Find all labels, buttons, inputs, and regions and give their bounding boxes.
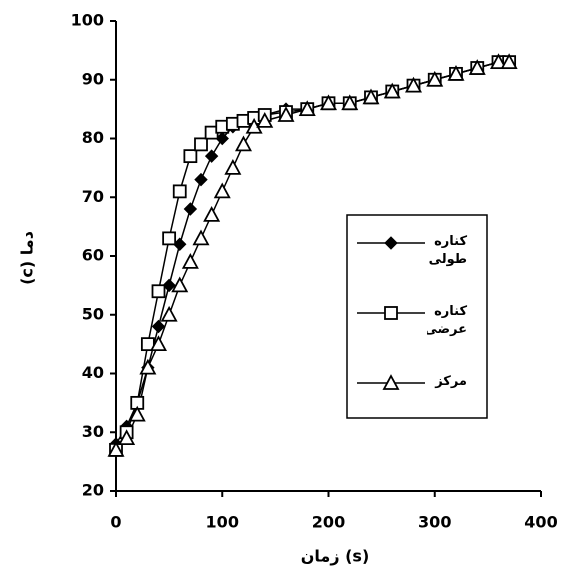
legend-label-box: کناره عرضی bbox=[427, 304, 467, 337]
legend-label-box: مرکز bbox=[435, 374, 467, 389]
y-tick-label: 80 bbox=[82, 128, 104, 147]
marker bbox=[162, 278, 176, 293]
marker bbox=[426, 70, 444, 87]
legend-label: کناره عرضی bbox=[427, 304, 467, 337]
legend-label: مرکز bbox=[435, 374, 467, 389]
legend-marker bbox=[382, 374, 400, 390]
marker bbox=[151, 284, 166, 299]
x-tick-label: 0 bbox=[110, 513, 121, 532]
y-tick-label: 20 bbox=[82, 481, 104, 500]
marker bbox=[183, 202, 198, 216]
marker bbox=[139, 358, 157, 375]
marker bbox=[171, 276, 189, 293]
marker bbox=[183, 149, 198, 164]
marker bbox=[234, 135, 253, 152]
x-tick-label: 400 bbox=[524, 513, 557, 532]
y-axis-label: (c) دما bbox=[18, 231, 37, 285]
marker bbox=[181, 252, 199, 269]
marker bbox=[160, 305, 178, 322]
marker bbox=[224, 158, 242, 175]
marker bbox=[172, 184, 187, 199]
marker bbox=[500, 53, 518, 70]
y-tick-label: 90 bbox=[82, 69, 104, 88]
x-axis-label: زمان (s) bbox=[301, 547, 370, 566]
legend-marker bbox=[384, 306, 398, 320]
y-tick-label: 50 bbox=[82, 304, 104, 323]
marker bbox=[341, 94, 359, 111]
y-tick-label: 30 bbox=[82, 422, 104, 441]
marker bbox=[256, 111, 274, 128]
marker bbox=[118, 429, 136, 446]
marker bbox=[149, 335, 168, 352]
y-tick-label: 100 bbox=[71, 11, 104, 30]
marker bbox=[298, 100, 316, 117]
y-tick-label: 70 bbox=[82, 187, 104, 206]
marker bbox=[489, 53, 508, 70]
legend-box bbox=[346, 214, 488, 419]
legend-label-box: کناره طولی bbox=[428, 234, 467, 267]
marker bbox=[151, 319, 166, 334]
legend-label: کناره طولی bbox=[428, 234, 467, 267]
marker bbox=[277, 106, 295, 122]
marker bbox=[107, 440, 125, 457]
marker bbox=[194, 137, 208, 152]
marker bbox=[404, 76, 423, 93]
x-tick-label: 200 bbox=[312, 513, 345, 532]
marker bbox=[194, 172, 208, 187]
marker bbox=[128, 405, 146, 422]
marker bbox=[319, 94, 338, 111]
marker bbox=[447, 64, 465, 81]
marker bbox=[383, 82, 401, 99]
marker bbox=[162, 231, 177, 246]
y-tick-label: 40 bbox=[82, 363, 104, 382]
marker bbox=[468, 59, 486, 75]
marker bbox=[192, 229, 210, 246]
y-tick-label: 60 bbox=[82, 246, 104, 265]
marker bbox=[203, 205, 221, 222]
legend-marker bbox=[384, 236, 398, 250]
marker bbox=[204, 149, 219, 163]
x-tick-label: 300 bbox=[418, 513, 451, 532]
marker bbox=[362, 88, 380, 105]
x-tick-label: 100 bbox=[206, 513, 239, 532]
marker bbox=[213, 182, 231, 199]
